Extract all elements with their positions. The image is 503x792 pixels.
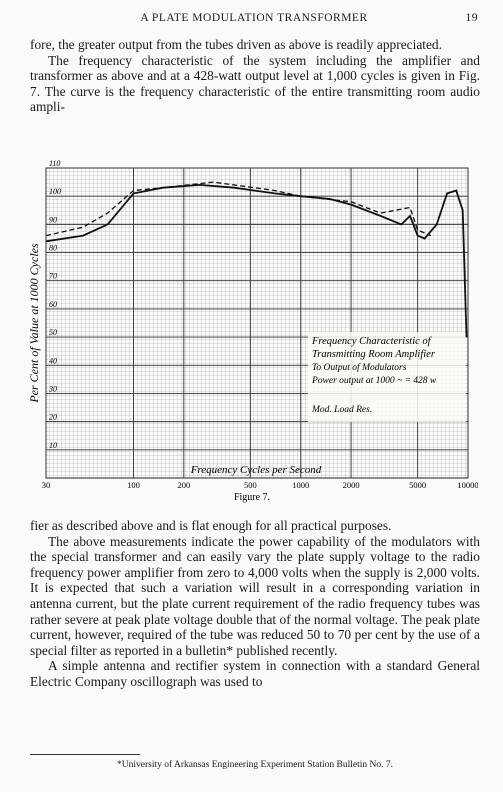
y-tick-label: 30 bbox=[48, 384, 57, 393]
x-tick-label: 10000 bbox=[457, 480, 478, 490]
figure-caption: Figure 7. bbox=[234, 492, 270, 503]
text-block: fier as described above and is flat enou… bbox=[30, 518, 480, 690]
paragraph: fier as described above and is flat enou… bbox=[30, 518, 392, 533]
annotation: Mod. Load Res. bbox=[311, 405, 372, 415]
paragraph: The frequency characteristic of the syst… bbox=[30, 52, 480, 115]
x-axis-label: Frequency Cycles per Second bbox=[190, 464, 322, 476]
text-block: fore, the greater output from the tubes … bbox=[30, 37, 480, 115]
y-tick-label: 50 bbox=[49, 328, 57, 337]
header-title: A PLATE MODULATION TRANSFORMER bbox=[140, 12, 368, 24]
footnote: *University of Arkansas Engineering Expe… bbox=[117, 760, 393, 770]
y-tick-label: 20 bbox=[49, 413, 57, 422]
data-line bbox=[45, 181, 432, 237]
paragraph: fore, the greater output from the tubes … bbox=[30, 37, 442, 52]
y-tick-label: 40 bbox=[49, 356, 57, 365]
data-line bbox=[45, 183, 468, 338]
y-tick-label: 60 bbox=[49, 300, 57, 309]
y-axis-label: Per Cent of Value at 1000 Cycles bbox=[27, 243, 41, 404]
x-tick-label: 1000 bbox=[292, 480, 309, 490]
y-tick-label: 70 bbox=[49, 272, 57, 281]
paragraph: A simple antenna and rectifier system in… bbox=[30, 658, 480, 689]
legend-box bbox=[308, 332, 466, 422]
x-tick-label: 500 bbox=[244, 480, 257, 490]
annotation: To Output of Modulators bbox=[312, 362, 407, 373]
x-tick-label: 5000 bbox=[409, 480, 426, 490]
x-tick-label: 2000 bbox=[343, 480, 360, 490]
y-tick-label: 110 bbox=[49, 159, 60, 168]
annotation: Frequency Characteristic of bbox=[311, 336, 433, 347]
y-tick-label: 80 bbox=[49, 244, 57, 253]
page-number: 19 bbox=[465, 12, 478, 24]
x-tick-label: 100 bbox=[127, 480, 140, 490]
footnote-rule bbox=[30, 754, 140, 755]
plot-area bbox=[45, 167, 469, 479]
annotation: Transmitting Room Amplifier bbox=[312, 349, 436, 360]
x-tick-label: 30 bbox=[42, 480, 51, 490]
chart: Figure 7. 10 20 30 40 50 60 70 80 90 100 110 30 100 2… bbox=[27, 159, 478, 503]
y-tick-label: 90 bbox=[49, 215, 57, 224]
y-tick-label: 10 bbox=[49, 441, 57, 450]
paragraph: The above measurements indicate the powe… bbox=[30, 533, 480, 658]
y-tick-label: 100 bbox=[49, 187, 61, 196]
annotation: Power output at 1000 ~ = 428 w bbox=[311, 376, 437, 386]
x-tick-label: 200 bbox=[177, 480, 190, 490]
